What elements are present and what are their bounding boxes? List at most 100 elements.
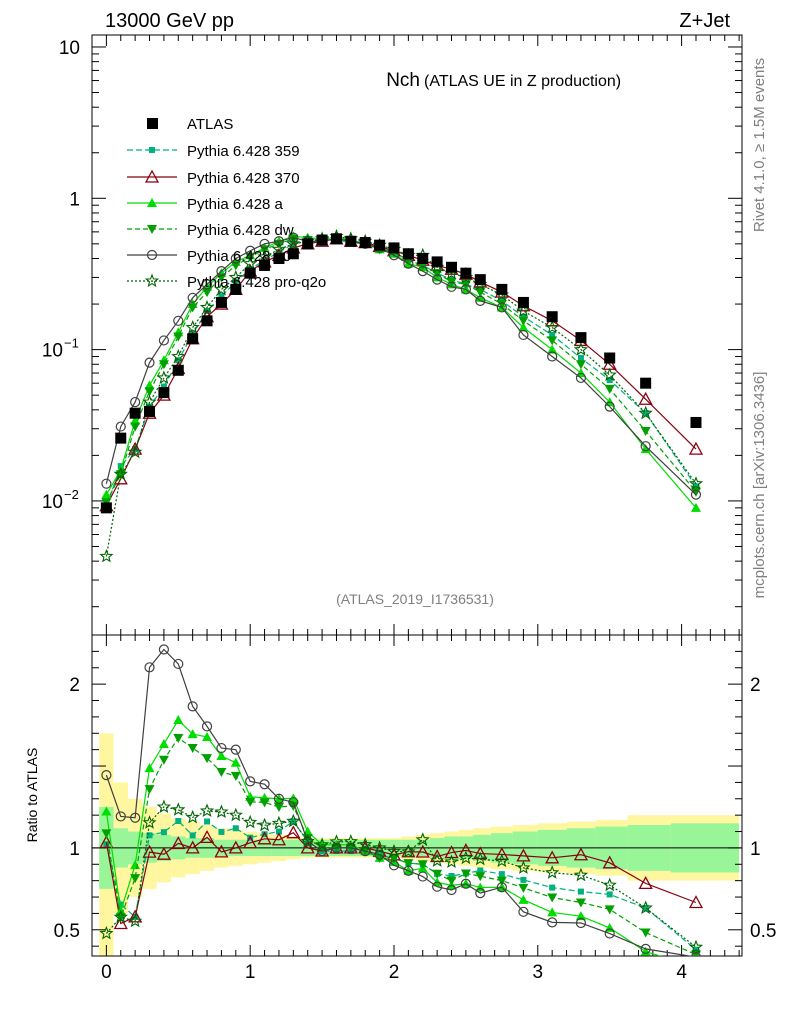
series-line (105, 235, 697, 509)
ratio-series-point (448, 872, 455, 879)
ratio-series-point (547, 907, 558, 917)
series-point (516, 303, 531, 317)
ratio-series-point (547, 917, 558, 928)
series-line (105, 235, 697, 557)
data-point (517, 296, 529, 308)
legend-label-pro-q2o: Pythia 6.428 pro-q2o (187, 274, 326, 291)
data-point (287, 248, 299, 260)
x-tick-label: 4 (676, 962, 687, 983)
series-point (187, 292, 198, 303)
ratio-series-point (187, 743, 198, 753)
ratio-series-point (331, 842, 342, 854)
ratio-series-point (173, 715, 184, 725)
series-point (547, 351, 558, 362)
ratio-series-point (130, 860, 141, 870)
ratio-series-point (199, 803, 215, 818)
ratio-series-point (640, 928, 651, 938)
data-point (417, 253, 429, 265)
legend-label-a: Pythia 6.428 a (187, 196, 284, 213)
data-point (359, 237, 371, 249)
ratio-series-point (142, 815, 157, 829)
ratio-series-line (105, 719, 662, 956)
ratio-series-point (101, 829, 112, 839)
ratio-series-point (460, 869, 471, 879)
legend-label-atlas: ATLAS (187, 116, 233, 133)
ratio-series-point (691, 951, 701, 956)
ratio-series-point (201, 721, 213, 732)
series-point (547, 336, 558, 346)
ratio-series-point (429, 853, 445, 867)
legend-marker (144, 273, 160, 288)
series-point (642, 410, 649, 417)
ratio-series-point (358, 837, 373, 851)
ratio-series-point (199, 829, 215, 843)
series-point (271, 241, 287, 256)
ratio-series-point (187, 729, 198, 739)
ratio-series-point (547, 893, 558, 903)
ratio-series-point (345, 842, 356, 854)
ratio-series-point (604, 928, 615, 939)
y-tick-label-exp: −2 (64, 487, 79, 502)
ratio-series-point (214, 844, 229, 858)
ratio-series-point (228, 840, 243, 854)
series-point (228, 269, 243, 284)
series-point (230, 261, 241, 271)
ratio-series-point (386, 843, 402, 858)
ratio-series-point (216, 751, 227, 761)
series-point (602, 367, 617, 381)
ratio-series-point (113, 909, 128, 924)
ratio-series-point (273, 802, 284, 812)
ratio-series-point (243, 835, 258, 849)
series-point (232, 278, 239, 285)
series-point (173, 332, 184, 342)
ratio-y-tick-label-right: 2 (750, 675, 761, 696)
ratio-series-point (202, 731, 213, 741)
ratio-series-point (156, 846, 171, 860)
ratio-series-point (216, 768, 227, 778)
ratio-series-point (259, 779, 270, 790)
legend-item-370: Pythia 6.428 370 (127, 169, 300, 187)
data-point (187, 333, 199, 345)
ratio-series-point (113, 916, 128, 930)
series-point (460, 284, 471, 295)
ratio-series-point (638, 900, 653, 915)
ratio-plot-frame (91, 634, 743, 957)
series-point (547, 344, 558, 354)
data-point (546, 311, 558, 323)
ratio-series-point (575, 898, 586, 908)
series-point (201, 279, 213, 290)
data-point (388, 242, 400, 254)
data-point (129, 407, 141, 419)
x-tick-label: 2 (389, 962, 400, 983)
ratio-series-point (417, 871, 428, 882)
ratio-series-point (518, 883, 529, 893)
data-point (374, 239, 386, 251)
data-point (100, 502, 112, 514)
ratio-series-point (460, 878, 471, 889)
legend-item-a: Pythia 6.428 a (127, 196, 284, 213)
ratio-series-point (432, 881, 443, 892)
ratio-y-tick-label-right: 0.5 (750, 921, 776, 942)
ratio-series-point (475, 887, 486, 899)
x-tick-label: 0 (101, 962, 112, 983)
legend-marker (147, 225, 157, 234)
legend-item-p0: Pythia 6.428 p0 (127, 248, 291, 265)
series-point (518, 316, 529, 326)
ratio-series-point (494, 853, 510, 868)
data-point (273, 253, 285, 265)
series-point (113, 466, 128, 481)
process-label: Z+Jet (679, 10, 730, 32)
ratio-series-point (602, 877, 617, 892)
ratio-series-point (160, 829, 167, 836)
ratio-series-point (446, 884, 457, 896)
series-point (214, 281, 229, 296)
ratio-series-point (575, 917, 587, 929)
ratio-series-point (446, 876, 457, 886)
mcplots-label: mcplots.cern.ch [arXiv:1306.3436] (751, 372, 768, 599)
data-point (230, 283, 242, 295)
series-point (218, 293, 225, 300)
ratio-series-point (261, 831, 268, 838)
x-tick-label: 3 (533, 962, 544, 983)
ratio-series-point (185, 840, 200, 854)
